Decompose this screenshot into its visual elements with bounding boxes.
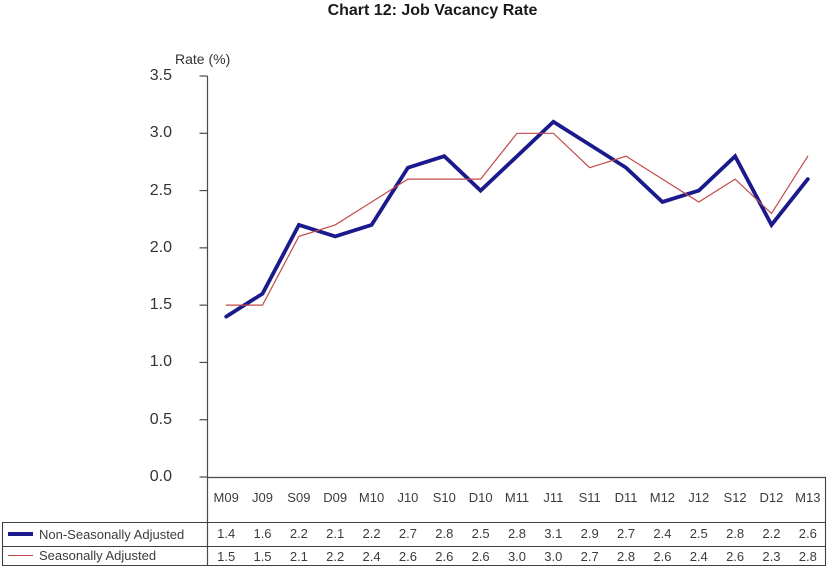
- table-cell-seasonally-adjusted: 3.0: [507, 548, 527, 564]
- y-axis-tick-label: 0.0: [149, 468, 172, 485]
- table-cell-seasonally-adjusted: 2.6: [435, 548, 454, 564]
- x-axis-tick-label: M12: [649, 490, 676, 505]
- table-cell-non-seasonally-adjusted: 2.2: [362, 526, 381, 541]
- y-axis-tick-label: 1.5: [149, 296, 172, 314]
- x-axis-tick-label: J10: [397, 490, 419, 505]
- table-cell-non-seasonally-adjusted: 2.8: [435, 526, 454, 541]
- x-axis-tick-label: S10: [432, 490, 456, 505]
- table-cell-seasonally-adjusted: 2.8: [798, 548, 817, 564]
- x-axis-tick-label: D10: [468, 490, 493, 505]
- table-cell-seasonally-adjusted: 2.7: [580, 548, 599, 564]
- series-line-seasonally-adjusted: [225, 132, 809, 306]
- table-cell-seasonally-adjusted: 2.6: [398, 548, 417, 564]
- x-axis-tick-label: S09: [287, 490, 311, 505]
- y-axis-tick-label: 2.0: [149, 238, 172, 256]
- table-cell-seasonally-adjusted: 2.1: [289, 548, 308, 564]
- table-cell-seasonally-adjusted: 1.5: [217, 548, 236, 564]
- y-axis-tick-label: 3.0: [149, 124, 172, 142]
- table-cell-non-seasonally-adjusted: 3.1: [544, 526, 563, 541]
- table-cell-non-seasonally-adjusted: 2.2: [289, 526, 308, 541]
- x-axis-tick-label: M13: [795, 490, 821, 505]
- table-cell-seasonally-adjusted: 2.4: [362, 548, 381, 564]
- x-axis-tick-label: D12: [759, 490, 784, 505]
- chart-title: Chart 12: Job Vacancy Rate: [327, 2, 538, 19]
- table-cell-non-seasonally-adjusted: 2.4: [653, 526, 672, 541]
- seasonally-adjusted-line-swatch: [8, 555, 33, 556]
- legend-label-seasonally-adjusted: Seasonally Adjusted: [39, 548, 157, 563]
- table-cell-seasonally-adjusted: 2.6: [726, 548, 745, 564]
- table-cell-non-seasonally-adjusted: 2.1: [326, 526, 345, 541]
- x-axis-tick-label: S12: [723, 490, 747, 505]
- table-cell-non-seasonally-adjusted: 2.5: [689, 526, 708, 541]
- table-cell-seasonally-adjusted: 2.6: [653, 548, 672, 564]
- table-cell-seasonally-adjusted: 3.0: [544, 548, 563, 564]
- table-cell-non-seasonally-adjusted: 2.7: [398, 526, 417, 541]
- table-cell-non-seasonally-adjusted: 2.2: [762, 526, 781, 541]
- legend-item-non-seasonally-adjusted: Non-Seasonally Adjusted: [8, 522, 204, 546]
- x-axis-tick-label: J12: [688, 490, 710, 505]
- non-seasonally-adjusted-line-swatch: [8, 532, 33, 536]
- table-cell-non-seasonally-adjusted: 2.8: [507, 526, 527, 541]
- x-axis-tick-label: M11: [504, 490, 530, 505]
- table-cell-seasonally-adjusted: 2.4: [689, 548, 708, 564]
- x-axis-tick-label: J09: [252, 490, 273, 505]
- legend-item-seasonally-adjusted: Seasonally Adjusted: [8, 546, 204, 565]
- table-cell-non-seasonally-adjusted: 2.5: [471, 526, 490, 541]
- y-axis-tick-label: 0.5: [149, 410, 172, 428]
- x-axis-tick-label: M09: [213, 490, 239, 505]
- y-axis-tick-label: 1.0: [149, 353, 172, 371]
- table-cell-non-seasonally-adjusted: 1.6: [253, 526, 272, 541]
- table-cell-non-seasonally-adjusted: 2.9: [580, 526, 599, 541]
- table-cell-seasonally-adjusted: 2.2: [326, 548, 345, 564]
- series-line-non-seasonally-adjusted: [224, 119, 810, 319]
- table-cell-non-seasonally-adjusted: 2.7: [617, 526, 636, 541]
- table-cell-seasonally-adjusted: 2.6: [471, 548, 490, 564]
- table-cell-non-seasonally-adjusted: 1.4: [217, 526, 236, 541]
- table-cell-seasonally-adjusted: 2.8: [617, 548, 636, 564]
- x-axis-tick-label: J11: [543, 490, 564, 505]
- table-cell-seasonally-adjusted: 2.3: [762, 548, 781, 564]
- table-cell-seasonally-adjusted: 1.5: [253, 548, 272, 564]
- legend-label-non-seasonally-adjusted: Non-Seasonally Adjusted: [39, 526, 185, 542]
- y-axis-tick-label: 2.5: [149, 181, 172, 199]
- table-cell-non-seasonally-adjusted: 2.6: [798, 526, 817, 541]
- x-axis-tick-label: D09: [323, 490, 348, 505]
- y-axis-tick-label: 3.5: [149, 67, 172, 84]
- x-axis-tick-label: M10: [358, 490, 385, 505]
- x-axis-tick-label: S11: [578, 490, 601, 505]
- table-cell-non-seasonally-adjusted: 2.8: [726, 526, 745, 541]
- x-axis-tick-label: D11: [614, 490, 638, 505]
- y-axis-title: Rate (%): [175, 51, 231, 67]
